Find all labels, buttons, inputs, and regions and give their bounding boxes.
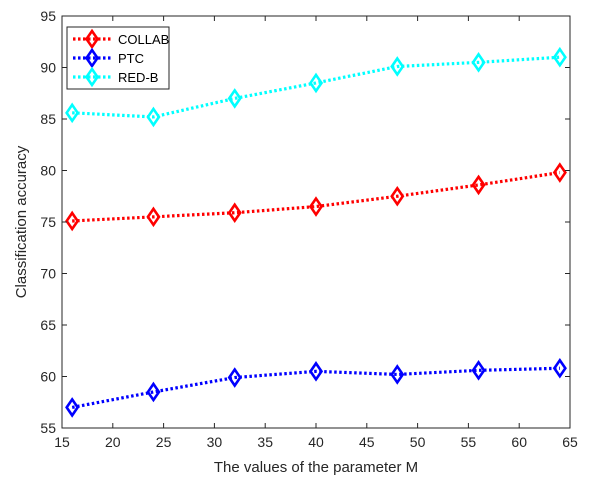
series-red-b	[65, 46, 567, 128]
data-point	[390, 364, 405, 385]
y-tick-label: 65	[40, 317, 56, 333]
data-point	[65, 397, 80, 418]
y-tick-label: 70	[40, 266, 56, 282]
legend: COLLAB PTC RED-B	[66, 26, 170, 90]
y-tick-label: 90	[40, 60, 56, 76]
x-tick-label: 45	[359, 434, 375, 450]
data-point	[146, 381, 161, 403]
y-axis-title: Classification accuracy	[13, 145, 30, 298]
data-point	[552, 357, 567, 379]
legend-marker	[84, 66, 100, 88]
legend-label: RED-B	[118, 70, 158, 85]
x-tick-label: 25	[156, 434, 172, 450]
x-axis-title: The values of the parameter M	[214, 459, 418, 476]
x-tick-label: 60	[511, 434, 527, 450]
series-line	[72, 170, 561, 223]
series-line	[72, 55, 560, 119]
x-tick-label: 20	[105, 434, 121, 450]
x-tick-label: 65	[562, 434, 578, 450]
y-tick-label: 55	[40, 420, 56, 436]
x-tick-label: 15	[54, 434, 70, 450]
data-point	[308, 72, 324, 94]
legend-label: PTC	[118, 51, 144, 66]
x-tick-label: 35	[257, 434, 273, 450]
data-point	[552, 162, 567, 183]
data-point	[471, 52, 486, 73]
y-tick-label: 80	[40, 163, 56, 179]
data-point	[471, 360, 486, 381]
x-tick-label: 40	[308, 434, 324, 450]
series-layer	[65, 46, 567, 418]
series-collab	[65, 162, 567, 232]
data-point	[65, 102, 80, 124]
x-tick-label: 55	[461, 434, 477, 450]
legend-marker	[84, 47, 100, 69]
x-tick-label: 50	[410, 434, 426, 450]
data-point	[552, 46, 567, 68]
data-point	[308, 361, 324, 382]
y-tick-label: 95	[40, 8, 56, 24]
legend-marker	[84, 28, 100, 50]
data-point	[146, 106, 161, 128]
data-point	[471, 174, 486, 196]
y-tick-label: 60	[40, 369, 56, 385]
series-line	[71, 366, 560, 409]
data-point	[65, 210, 80, 232]
data-point	[227, 367, 242, 388]
data-point	[146, 206, 161, 228]
data-point	[227, 88, 242, 109]
axes-layer: 15 20 25 30 35 40 45 50 55 60 65 55 60 65 70 75 80 85 90 95	[40, 8, 578, 450]
series-ptc	[65, 357, 567, 418]
x-tick-label: 30	[207, 434, 223, 450]
data-point	[390, 185, 405, 207]
y-tick-label: 75	[40, 214, 56, 230]
data-point	[227, 202, 242, 224]
data-point	[308, 196, 324, 217]
data-point	[390, 56, 405, 77]
y-tick-label: 85	[40, 111, 56, 127]
legend-label: COLLAB	[118, 32, 169, 47]
